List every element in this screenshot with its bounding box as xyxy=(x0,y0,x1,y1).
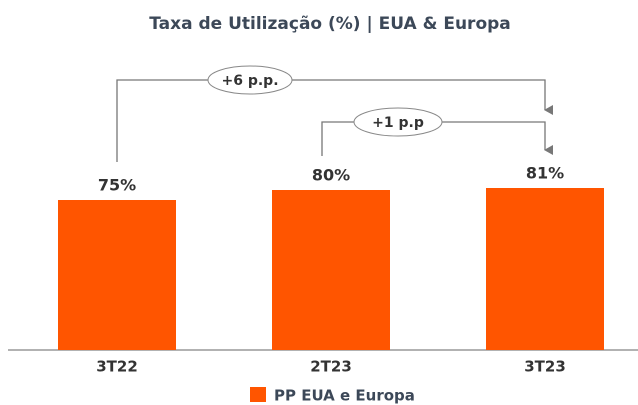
bar xyxy=(486,188,604,350)
legend-label: PP EUA e Europa xyxy=(274,387,415,405)
annotation: +6 p.p. xyxy=(221,73,278,89)
bar xyxy=(272,190,390,350)
annotation: +1 p.p xyxy=(372,115,424,131)
value-label: 75% xyxy=(98,176,136,195)
bar xyxy=(58,200,176,350)
x-tick-label: 3T22 xyxy=(96,358,138,376)
annotation-bubble xyxy=(207,65,293,95)
legend-swatch xyxy=(250,387,266,402)
value-label: 81% xyxy=(526,164,564,183)
x-tick-label: 3T23 xyxy=(524,358,566,376)
value-label: 80% xyxy=(312,166,350,185)
annotation-bubble xyxy=(353,107,443,137)
connector xyxy=(116,79,553,162)
x-tick-label: 2T23 xyxy=(310,358,352,376)
chart-title: Taxa de Utilização (%) | EUA & Europa xyxy=(149,14,511,34)
